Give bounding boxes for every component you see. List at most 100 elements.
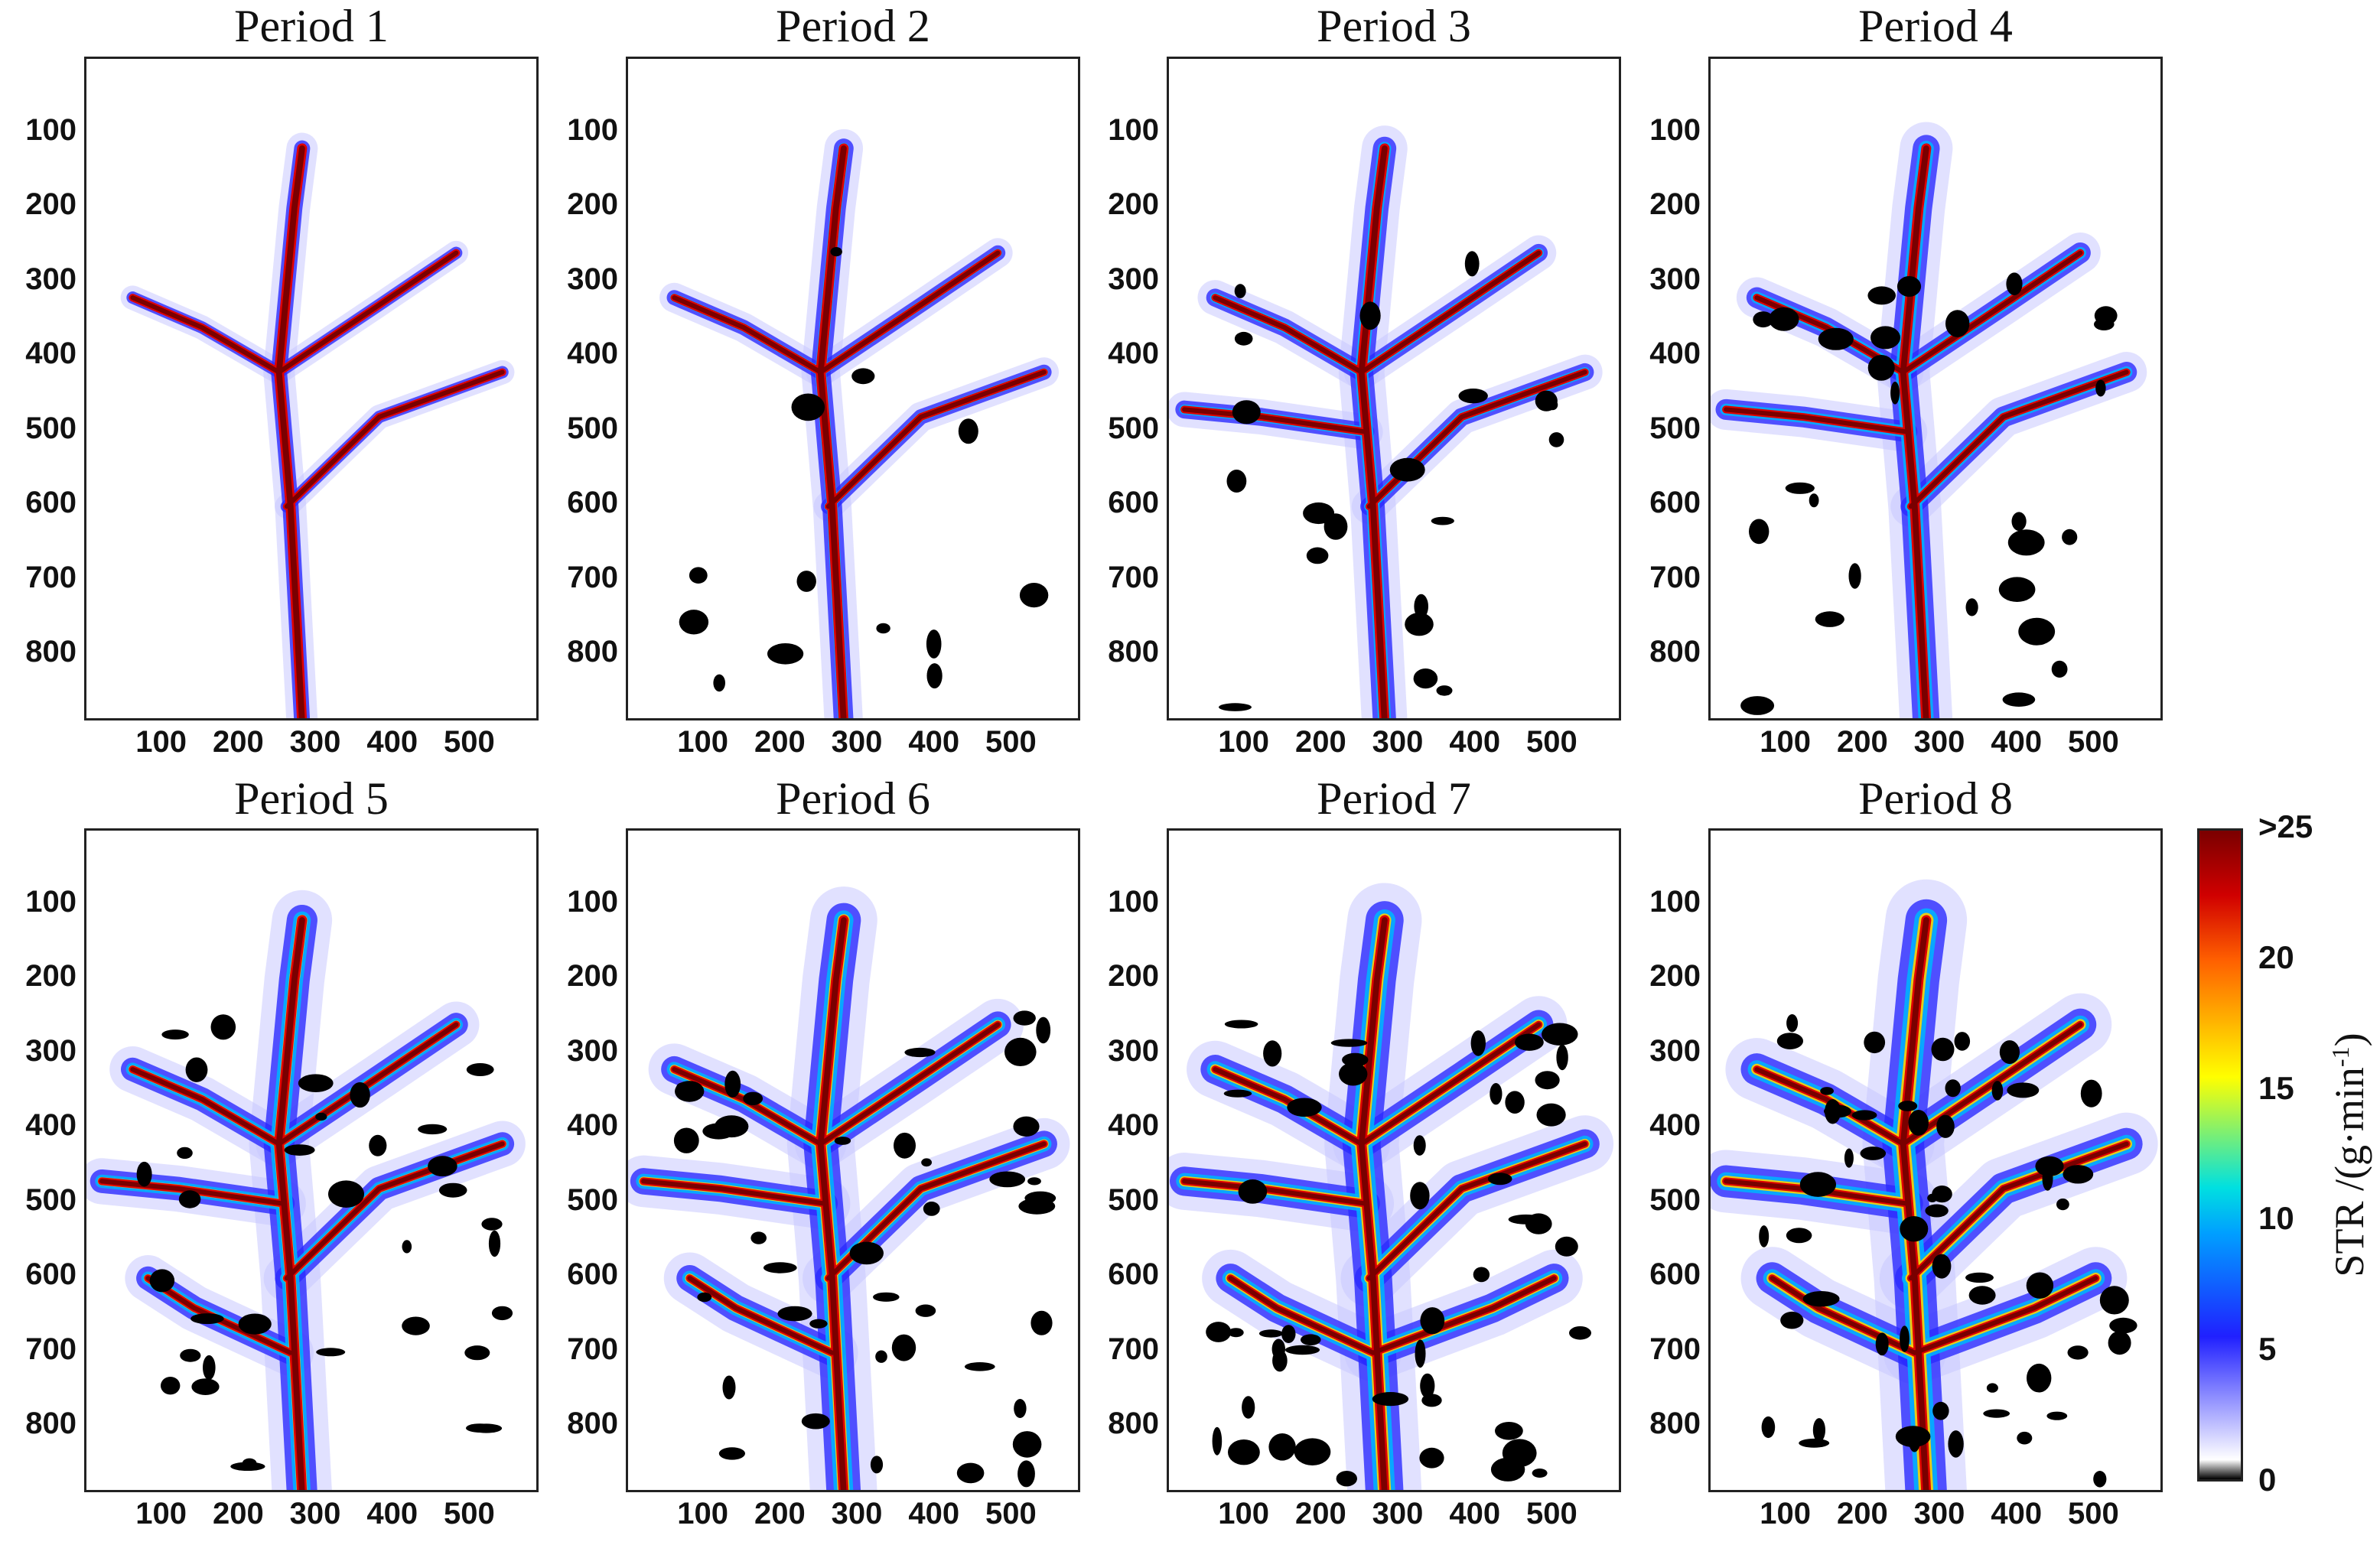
deposition-patch: [1815, 611, 1844, 627]
deposition-patch: [1844, 1148, 1854, 1168]
y-tick-label: 500: [25, 411, 77, 445]
x-tick-label: 200: [754, 1497, 806, 1530]
deposition-patch: [1761, 1416, 1776, 1439]
x-tick-label: 400: [908, 1497, 960, 1530]
deposition-patch: [1983, 1409, 2010, 1418]
y-tick-label: 100: [1108, 112, 1159, 147]
flow-network: [86, 890, 526, 1490]
panel-plot-area: [1167, 828, 1621, 1492]
deposition-patch: [1986, 1383, 1998, 1393]
x-tick-label: 300: [1913, 725, 1965, 759]
x-tick-label: 100: [677, 725, 729, 759]
deposition-patch: [1508, 1214, 1544, 1225]
deposition-patch: [1036, 1016, 1051, 1044]
deposition-patch: [1740, 696, 1775, 715]
deposition-patch: [1004, 1037, 1037, 1066]
y-tick-label: 200: [25, 959, 77, 994]
y-tick-label: 200: [25, 187, 77, 222]
flow-network: [659, 128, 1060, 718]
colorbar-label-sup: -1: [2326, 1046, 2354, 1068]
deposition-patch: [1420, 1373, 1435, 1399]
deposition-patch: [750, 1231, 767, 1244]
deposition-patch: [697, 1292, 712, 1303]
deposition-patch: [1776, 1033, 1803, 1049]
deposition-patch: [1030, 1310, 1053, 1335]
y-tick-label: 100: [25, 884, 77, 919]
deposition-patch: [876, 623, 890, 634]
y-tick-label: 400: [25, 1108, 77, 1143]
y-tick-label: 100: [25, 112, 77, 147]
panel-plot-area: [626, 57, 1080, 720]
x-tick-label: 500: [1526, 725, 1577, 759]
deposition-patch: [1875, 1332, 1889, 1356]
panel-heatmap: [86, 890, 526, 1490]
y-tick-label: 800: [567, 635, 618, 669]
deposition-patch: [1219, 703, 1252, 711]
deposition-patch: [1867, 286, 1896, 305]
x-tick-label: 300: [1372, 1497, 1424, 1530]
deposition-patch: [185, 1057, 208, 1082]
deposition-patch: [1487, 1173, 1512, 1186]
deposition-patch: [210, 1014, 236, 1040]
deposition-patch: [1824, 1104, 1851, 1118]
x-tick-label: 400: [1449, 1497, 1501, 1530]
y-tick-label: 500: [567, 411, 618, 445]
panel-plot-area: [1708, 828, 2163, 1492]
deposition-patch: [1965, 598, 1978, 616]
deposition-patch: [891, 1334, 917, 1361]
flow-network: [1711, 879, 2158, 1490]
deposition-patch: [679, 610, 709, 635]
deposition-patch: [1998, 577, 2036, 602]
y-tick-label: 400: [567, 337, 618, 371]
deposition-patch: [1013, 1116, 1040, 1137]
channel-branch: [672, 295, 823, 375]
deposition-patch: [1897, 276, 1922, 297]
y-tick-label: 100: [567, 884, 618, 919]
deposition-patch: [1569, 1326, 1591, 1340]
deposition-patch: [1224, 1020, 1258, 1029]
deposition-patch: [715, 1115, 749, 1138]
deposition-patch: [136, 1161, 152, 1187]
deposition-patch: [1799, 1172, 1836, 1197]
deposition-patch: [1945, 310, 1970, 337]
deposition-patch: [1954, 1032, 1971, 1051]
channel-branch: [99, 1179, 285, 1206]
y-tick-label: 400: [1108, 1108, 1159, 1143]
y-tick-label: 700: [1108, 560, 1159, 594]
deposition-patch: [1268, 1433, 1296, 1461]
deposition-patch: [1925, 1204, 1949, 1218]
y-tick-label: 300: [567, 262, 618, 296]
x-tick-label: 100: [1218, 1497, 1270, 1530]
deposition-patch: [2051, 660, 2068, 678]
channel-branch: [130, 295, 282, 375]
y-tick-label: 200: [1649, 187, 1701, 222]
channel-branch: [1359, 250, 1542, 375]
deposition-patch: [2007, 529, 2045, 556]
x-tick-label: 100: [1760, 1497, 1812, 1530]
y-tick-label: 200: [567, 959, 618, 994]
deposition-patch: [1753, 311, 1774, 328]
y-tick-label: 100: [567, 112, 618, 147]
deposition-patch: [1851, 1110, 1877, 1121]
deposition-patch: [870, 1456, 884, 1474]
deposition-patch: [1419, 1447, 1444, 1469]
deposition-patch: [1306, 547, 1329, 564]
x-tick-label: 300: [831, 1497, 883, 1530]
deposition-patch: [681, 1137, 692, 1152]
x-tick-label: 300: [289, 1497, 341, 1530]
deposition-patch: [2018, 617, 2056, 646]
deposition-patch: [1458, 389, 1488, 404]
x-tick-label: 300: [1913, 1497, 1965, 1530]
channel-branch: [687, 1276, 835, 1355]
deposition-patch: [369, 1134, 387, 1156]
x-tick-label: 200: [1294, 1497, 1346, 1530]
deposition-patch: [1900, 1325, 1910, 1352]
y-tick-label: 800: [1649, 635, 1701, 669]
x-tick-label: 100: [135, 725, 187, 759]
y-tick-label: 700: [1108, 1332, 1159, 1366]
y-tick-label: 600: [25, 1257, 77, 1292]
channel-branch: [1912, 1276, 2098, 1355]
deposition-patch: [1027, 1177, 1041, 1186]
deposition-patch: [1263, 1040, 1282, 1067]
deposition-patch: [834, 1137, 851, 1145]
